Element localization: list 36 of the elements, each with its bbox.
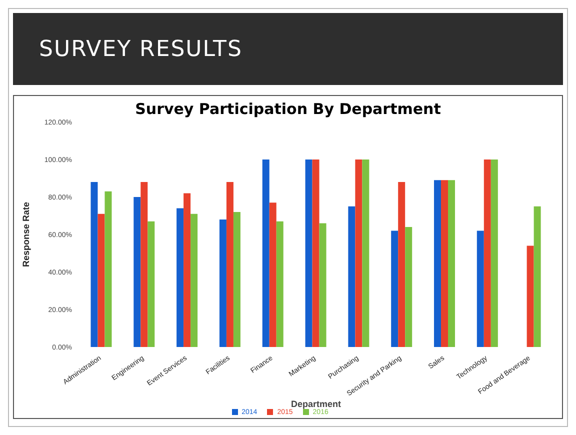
bar bbox=[348, 206, 356, 347]
bar bbox=[262, 160, 270, 347]
bar bbox=[476, 230, 484, 347]
bar bbox=[190, 214, 198, 347]
x-axis-title: Department bbox=[290, 399, 342, 409]
bar bbox=[226, 182, 234, 347]
bar bbox=[219, 220, 226, 347]
bar bbox=[104, 191, 112, 347]
bar bbox=[391, 230, 398, 347]
bar bbox=[526, 246, 534, 347]
bar bbox=[233, 212, 240, 347]
bar bbox=[269, 202, 276, 347]
chart-subtitle: Survey Participation By Department bbox=[134, 100, 442, 118]
bar bbox=[362, 160, 370, 347]
bar bbox=[148, 221, 155, 347]
bar bbox=[490, 160, 498, 347]
bar bbox=[276, 221, 284, 347]
bar bbox=[484, 160, 491, 347]
bar bbox=[134, 197, 141, 347]
bar bbox=[140, 182, 148, 347]
bar bbox=[448, 180, 455, 347]
bar bbox=[405, 227, 412, 347]
bar bbox=[441, 180, 448, 347]
chart-title: SURVEY RESULTS bbox=[13, 13, 563, 85]
bar bbox=[176, 208, 184, 347]
bar bbox=[434, 180, 441, 347]
bar bbox=[398, 182, 406, 347]
bar bbox=[90, 182, 98, 347]
bar bbox=[319, 223, 326, 347]
bar bbox=[184, 193, 191, 347]
bar bbox=[312, 160, 320, 347]
bar bbox=[355, 160, 362, 347]
bar bbox=[534, 206, 541, 347]
bar bbox=[98, 214, 105, 347]
bar bbox=[305, 160, 312, 347]
y-axis-title: Response Rate bbox=[21, 202, 32, 268]
